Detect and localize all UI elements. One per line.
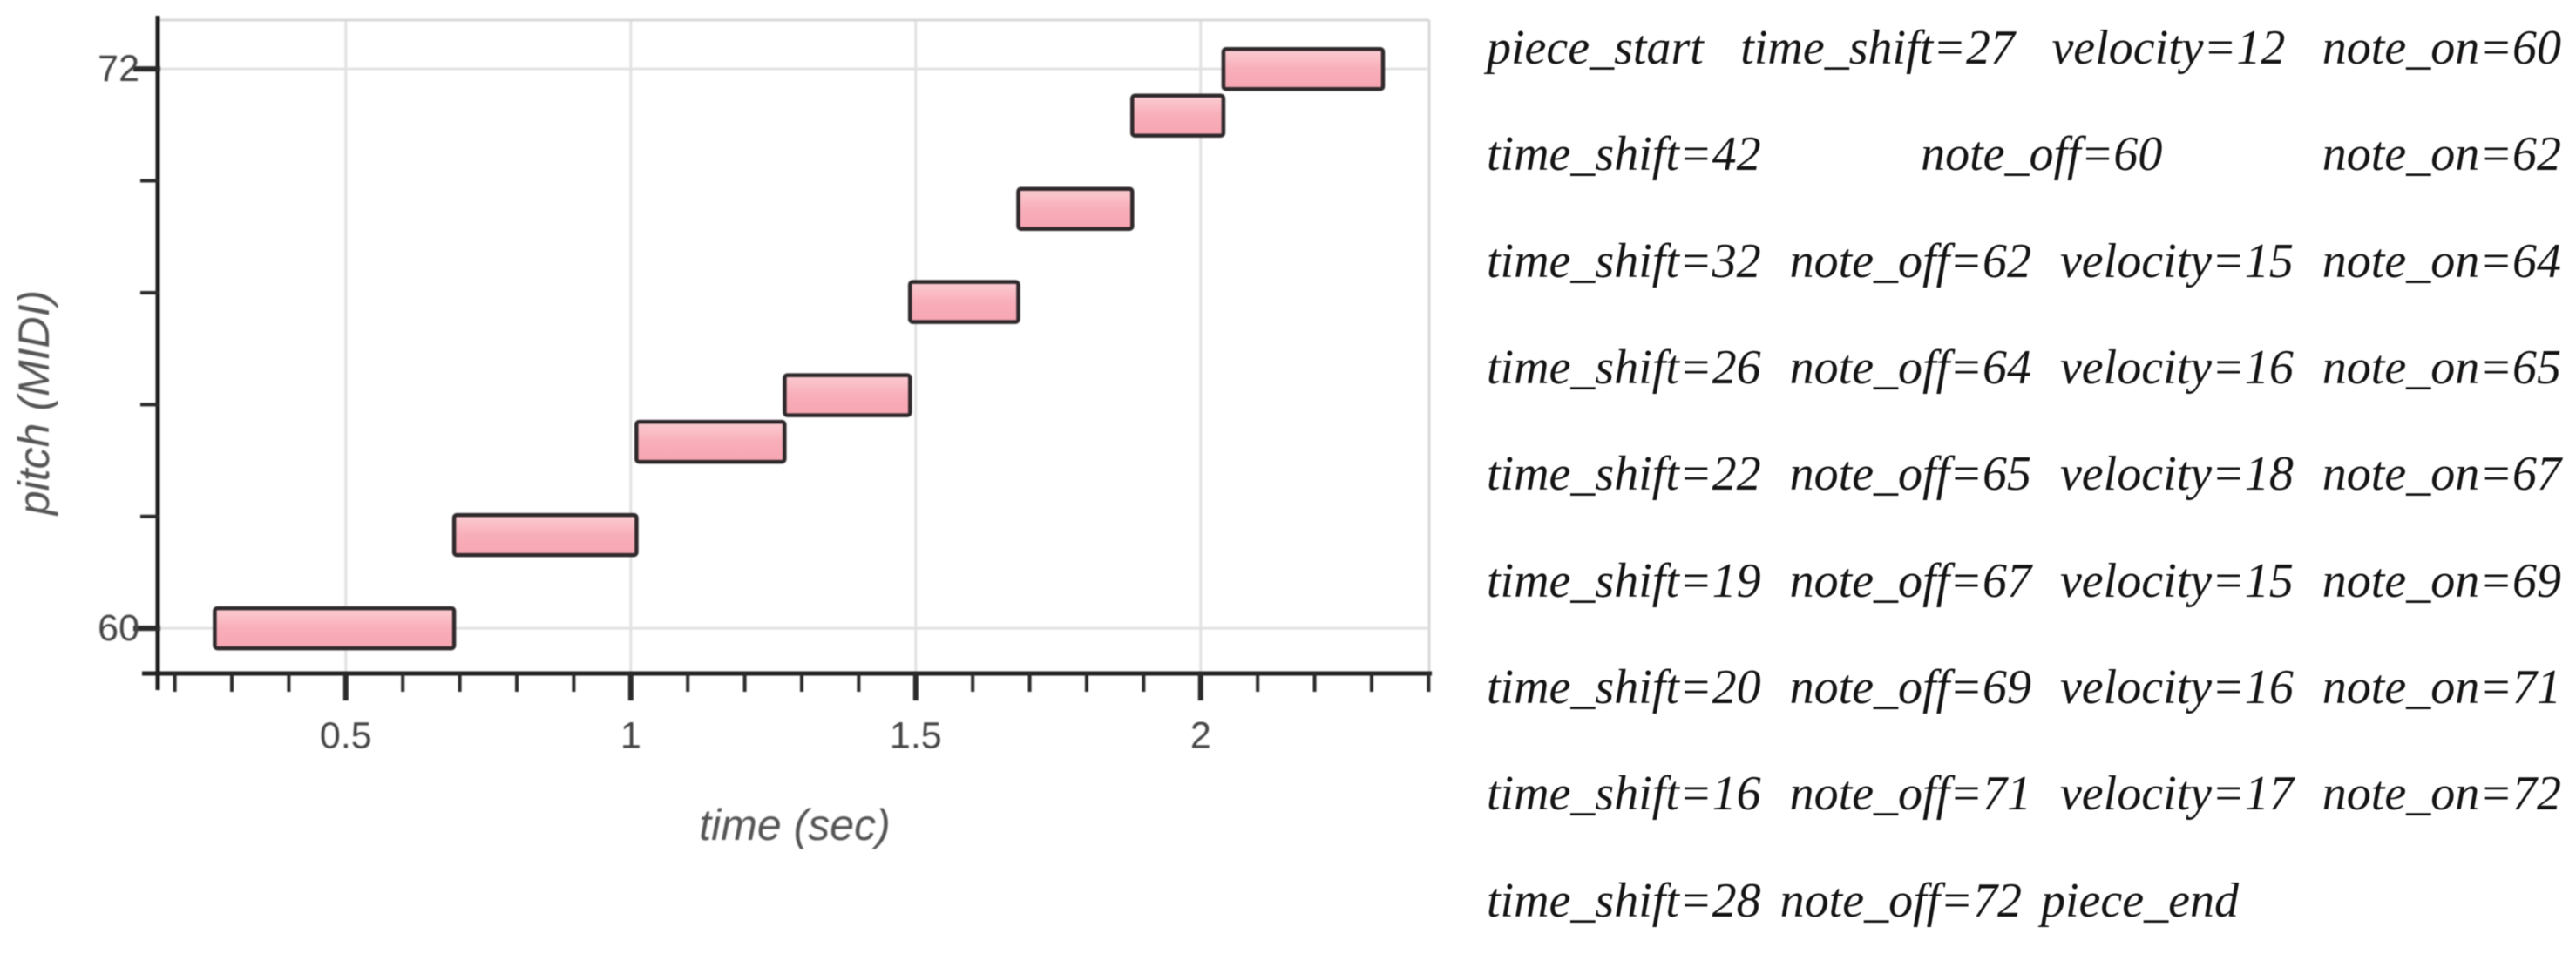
midi-token: note_on=60: [2322, 21, 2561, 76]
midi-token: note_on=69: [2322, 553, 2561, 608]
midi-token: velocity=16: [2059, 341, 2294, 396]
midi-token: note_off=69: [1789, 660, 2031, 714]
token-line: time_shift=42 note_off=60 note_on=62: [1487, 101, 2561, 207]
ticks: [133, 66, 1431, 700]
midi-token: time_shift=19: [1487, 553, 1761, 608]
note-bar-pitch-62: [451, 512, 639, 558]
midi-token: time_shift=22: [1487, 447, 1761, 502]
token-line: time_shift=32 note_off=62 velocity=15 note_…: [1487, 208, 2561, 315]
midi-token: note_off=71: [1789, 767, 2031, 822]
midi-token: note_on=72: [2322, 767, 2561, 822]
note-bar-pitch-64: [634, 419, 787, 464]
midi-token: piece_start: [1487, 21, 1704, 76]
note-bars: [213, 46, 1386, 651]
midi-token: velocity=17: [2059, 767, 2294, 822]
midi-token: note_off=67: [1789, 553, 2031, 608]
note-bar-pitch-72: [1221, 46, 1386, 91]
midi-token: time_shift=28: [1487, 873, 1761, 928]
y-tick-label: 72: [98, 48, 139, 90]
gridlines: [158, 18, 1431, 673]
token-line: piece_start time_shift=27 velocity=12 note_…: [1487, 0, 2561, 101]
midi-token: piece_end: [2041, 873, 2239, 928]
token-line: time_shift=26 note_off=64 velocity=16 note_…: [1487, 315, 2561, 421]
tick-labels: 0.5 1 1.5 2 60 72: [98, 48, 1211, 756]
midi-token: time_shift=27: [1740, 21, 2015, 76]
midi-token: velocity=15: [2059, 553, 2294, 608]
midi-token: note_off=60: [1921, 127, 2163, 182]
midi-token: note_off=65: [1789, 447, 2031, 502]
midi-token: time_shift=42: [1487, 127, 1761, 182]
axes: [142, 16, 1432, 690]
token-line: time_shift=20 note_off=69 velocity=16 note_…: [1487, 634, 2561, 741]
midi-token: note_on=71: [2322, 660, 2561, 714]
x-tick-label: 0.5: [320, 714, 372, 756]
midi-token: note_on=64: [2322, 233, 2561, 288]
midi-token: velocity=18: [2059, 447, 2294, 502]
note-bar-pitch-65: [783, 373, 912, 417]
midi-token: note_on=65: [2322, 341, 2561, 396]
piano-roll-chart: 0.5 1 1.5 2 60 72 time (sec) pitch (MIDI): [10, 16, 1432, 849]
note-bar-pitch-67: [907, 280, 1020, 324]
midi-token: time_shift=26: [1487, 341, 1761, 396]
midi-token: note_on=67: [2322, 447, 2561, 502]
midi-token: time_shift=20: [1487, 660, 1761, 714]
y-tick-label: 60: [98, 607, 139, 649]
x-tick-label: 2: [1190, 714, 1211, 756]
note-bar-pitch-69: [1016, 186, 1135, 231]
midi-token: time_shift=16: [1487, 767, 1761, 822]
midi-token: note_off=64: [1789, 341, 2031, 396]
x-axis-title: time (sec): [699, 801, 890, 849]
midi-token: velocity=12: [2051, 21, 2286, 76]
midi-token: time_shift=32: [1487, 233, 1761, 288]
note-bar-pitch-60: [213, 606, 457, 651]
token-line: time_shift=22 note_off=65 velocity=18 note_…: [1487, 421, 2561, 527]
chart-canvas: 0.5 1 1.5 2 60 72 time (sec) pitch (MIDI): [10, 16, 1432, 849]
midi-token: note_on=62: [2322, 127, 2561, 182]
note-bar-pitch-71: [1130, 93, 1226, 138]
y-axis-title: pitch (MIDI): [10, 290, 58, 517]
token-transcript: piece_start time_shift=27 velocity=12 note_…: [1487, 0, 2561, 954]
midi-token: velocity=16: [2059, 660, 2294, 714]
token-line: time_shift=16 note_off=71 velocity=17 note_…: [1487, 741, 2561, 847]
midi-token: note_off=62: [1789, 233, 2031, 288]
midi-token: note_off=72: [1779, 873, 2022, 928]
x-tick-label: 1.5: [890, 714, 942, 756]
token-line: time_shift=28 note_off=72 piece_end: [1487, 847, 2561, 953]
token-line: time_shift=19 note_off=67 velocity=15 note_…: [1487, 527, 2561, 633]
x-tick-label: 1: [620, 714, 641, 756]
midi-token: velocity=15: [2059, 233, 2294, 288]
